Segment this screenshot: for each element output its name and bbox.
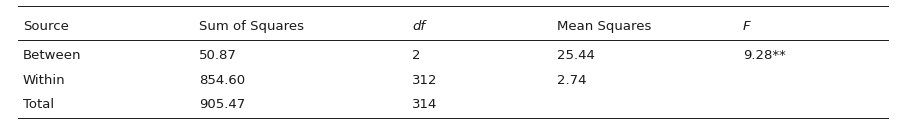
Text: 314: 314 — [412, 98, 438, 111]
Text: Sum of Squares: Sum of Squares — [199, 20, 304, 33]
Text: 854.60: 854.60 — [199, 74, 246, 87]
Text: 2: 2 — [412, 49, 420, 62]
Text: F: F — [743, 20, 750, 33]
Text: 9.28**: 9.28** — [743, 49, 786, 62]
Text: 50.87: 50.87 — [199, 49, 237, 62]
Text: Source: Source — [23, 20, 69, 33]
Text: 25.44: 25.44 — [557, 49, 595, 62]
Text: 2.74: 2.74 — [557, 74, 587, 87]
Text: Between: Between — [23, 49, 82, 62]
Text: Within: Within — [23, 74, 65, 87]
Text: Total: Total — [23, 98, 53, 111]
Text: df: df — [412, 20, 425, 33]
Text: Mean Squares: Mean Squares — [557, 20, 651, 33]
Text: 905.47: 905.47 — [199, 98, 246, 111]
Text: 312: 312 — [412, 74, 438, 87]
